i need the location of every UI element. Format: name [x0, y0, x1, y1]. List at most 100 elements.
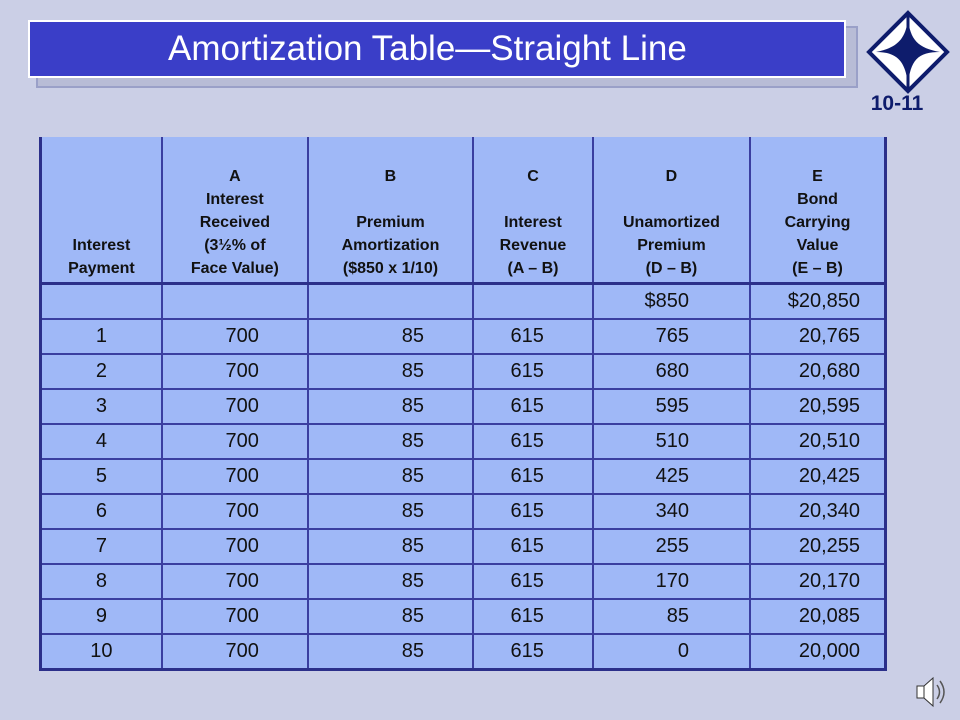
table-cell: 700 — [161, 563, 309, 599]
table-cell: $20,850 — [750, 282, 884, 319]
column-header-line: Premium — [356, 214, 425, 231]
table-cell: 255 — [592, 528, 752, 564]
table-cell: 20,000 — [750, 633, 884, 668]
table-cell: 7 — [42, 528, 163, 564]
table-cell: 20,680 — [750, 353, 884, 389]
column-header-line — [309, 188, 472, 211]
table-cell: 700 — [161, 458, 309, 494]
column-header: Interest Payment — [42, 137, 163, 284]
column-header-line: Interest — [72, 237, 131, 254]
column-header-line: Carrying — [784, 214, 851, 231]
column-header-line: E — [812, 168, 823, 185]
table-body: $850 $20,850 1 700 85 615 765 20,765 2 700 85 615 68… — [42, 282, 884, 668]
table-cell: 85 — [307, 458, 475, 494]
table-cell: 6 — [42, 493, 163, 529]
table-cell: 700 — [161, 388, 309, 424]
table-row: 7 700 85 615 255 20,255 — [42, 528, 884, 564]
table-cell: 85 — [307, 633, 475, 668]
table-cell — [473, 282, 594, 319]
column-header-line: ($850 x 1/10) — [342, 260, 439, 277]
table-cell: 0 — [592, 633, 752, 668]
table-cell: 85 — [307, 598, 475, 634]
column-header-line: Bond — [797, 191, 838, 208]
table-cell: 700 — [161, 633, 309, 668]
column-header-line: A — [229, 168, 241, 185]
table-cell: 615 — [473, 633, 594, 668]
column-header-line: Interest — [205, 191, 264, 208]
column-header-line: Interest — [504, 214, 562, 231]
table-cell: 615 — [473, 318, 594, 354]
column-header-line: Unamortized — [622, 214, 720, 231]
table-cell: 615 — [473, 353, 594, 389]
column-header-line: (3½% of — [204, 237, 266, 254]
table-cell: 700 — [161, 423, 309, 459]
speaker-icon[interactable] — [913, 672, 949, 712]
table-cell: 700 — [161, 493, 309, 529]
table-cell: $850 — [592, 282, 752, 319]
column-header-line: Received — [199, 214, 270, 231]
table-cell: 3 — [42, 388, 163, 424]
publisher-logo-icon — [866, 10, 950, 94]
table-cell: 85 — [307, 528, 475, 564]
table-cell: 85 — [592, 598, 752, 634]
title-bar: Amortization Table—Straight Line — [28, 20, 846, 78]
column-header: A Interest Received (3½% of Face Value) — [161, 137, 309, 284]
table-row: 2 700 85 615 680 20,680 — [42, 353, 884, 389]
table-cell: 10 — [42, 633, 163, 668]
column-header-line: C — [527, 168, 539, 185]
column-header-line: (A – B) — [507, 260, 559, 277]
column-header: C Interest Revenue (A – B) — [473, 137, 594, 284]
column-header-line: (D – B) — [645, 260, 698, 277]
table-cell: 20,255 — [750, 528, 884, 564]
table-cell: 20,340 — [750, 493, 884, 529]
column-header-line: Amortization — [341, 237, 440, 254]
column-header: B Premium Amortization ($850 x 1/10) — [307, 137, 475, 284]
table-row: 10 700 85 615 0 20,000 — [42, 633, 884, 668]
table-cell: 680 — [592, 353, 752, 389]
table-cell: 700 — [161, 528, 309, 564]
table-cell: 20,425 — [750, 458, 884, 494]
table-cell: 8 — [42, 563, 163, 599]
table-cell: 85 — [307, 493, 475, 529]
table-cell: 615 — [473, 598, 594, 634]
table-cell: 9 — [42, 598, 163, 634]
table-cell: 700 — [161, 318, 309, 354]
table-cell: 615 — [473, 458, 594, 494]
table-cell — [161, 282, 309, 319]
column-header-line: Payment — [68, 260, 135, 277]
table-cell: 1 — [42, 318, 163, 354]
table-cell: 765 — [592, 318, 752, 354]
page-title: Amortization Table—Straight Line — [168, 29, 687, 68]
table-row: $850 $20,850 — [42, 282, 884, 319]
table-cell: 700 — [161, 353, 309, 389]
table-cell: 4 — [42, 423, 163, 459]
column-header-line: (E – B) — [792, 260, 843, 277]
table-cell: 595 — [592, 388, 752, 424]
column-header-line — [42, 165, 161, 188]
column-header: D Unamortized Premium (D – B) — [592, 137, 752, 284]
amortization-table: Interest Payment A Interest Received (3½% of F… — [39, 137, 887, 671]
column-header-line — [42, 188, 161, 211]
column-header-line: Value — [796, 237, 839, 254]
table-cell: 20,765 — [750, 318, 884, 354]
column-header-line: D — [665, 168, 678, 185]
table-cell: 425 — [592, 458, 752, 494]
table-cell — [307, 282, 475, 319]
table-cell: 85 — [307, 353, 475, 389]
table-row: 4 700 85 615 510 20,510 — [42, 423, 884, 459]
column-header-line: Revenue — [499, 237, 567, 254]
table-cell: 85 — [307, 563, 475, 599]
table-cell — [42, 282, 163, 319]
table-cell: 2 — [42, 353, 163, 389]
table-row: 9 700 85 615 85 20,085 — [42, 598, 884, 634]
table-row: 8 700 85 615 170 20,170 — [42, 563, 884, 599]
table-cell: 615 — [473, 528, 594, 564]
column-header-line: Face Value) — [190, 260, 279, 277]
table-cell: 700 — [161, 598, 309, 634]
table-cell: 615 — [473, 493, 594, 529]
table-cell: 510 — [592, 423, 752, 459]
table-row: 3 700 85 615 595 20,595 — [42, 388, 884, 424]
column-header-line — [42, 211, 161, 234]
table-row: 5 700 85 615 425 20,425 — [42, 458, 884, 494]
table-cell: 20,085 — [750, 598, 884, 634]
